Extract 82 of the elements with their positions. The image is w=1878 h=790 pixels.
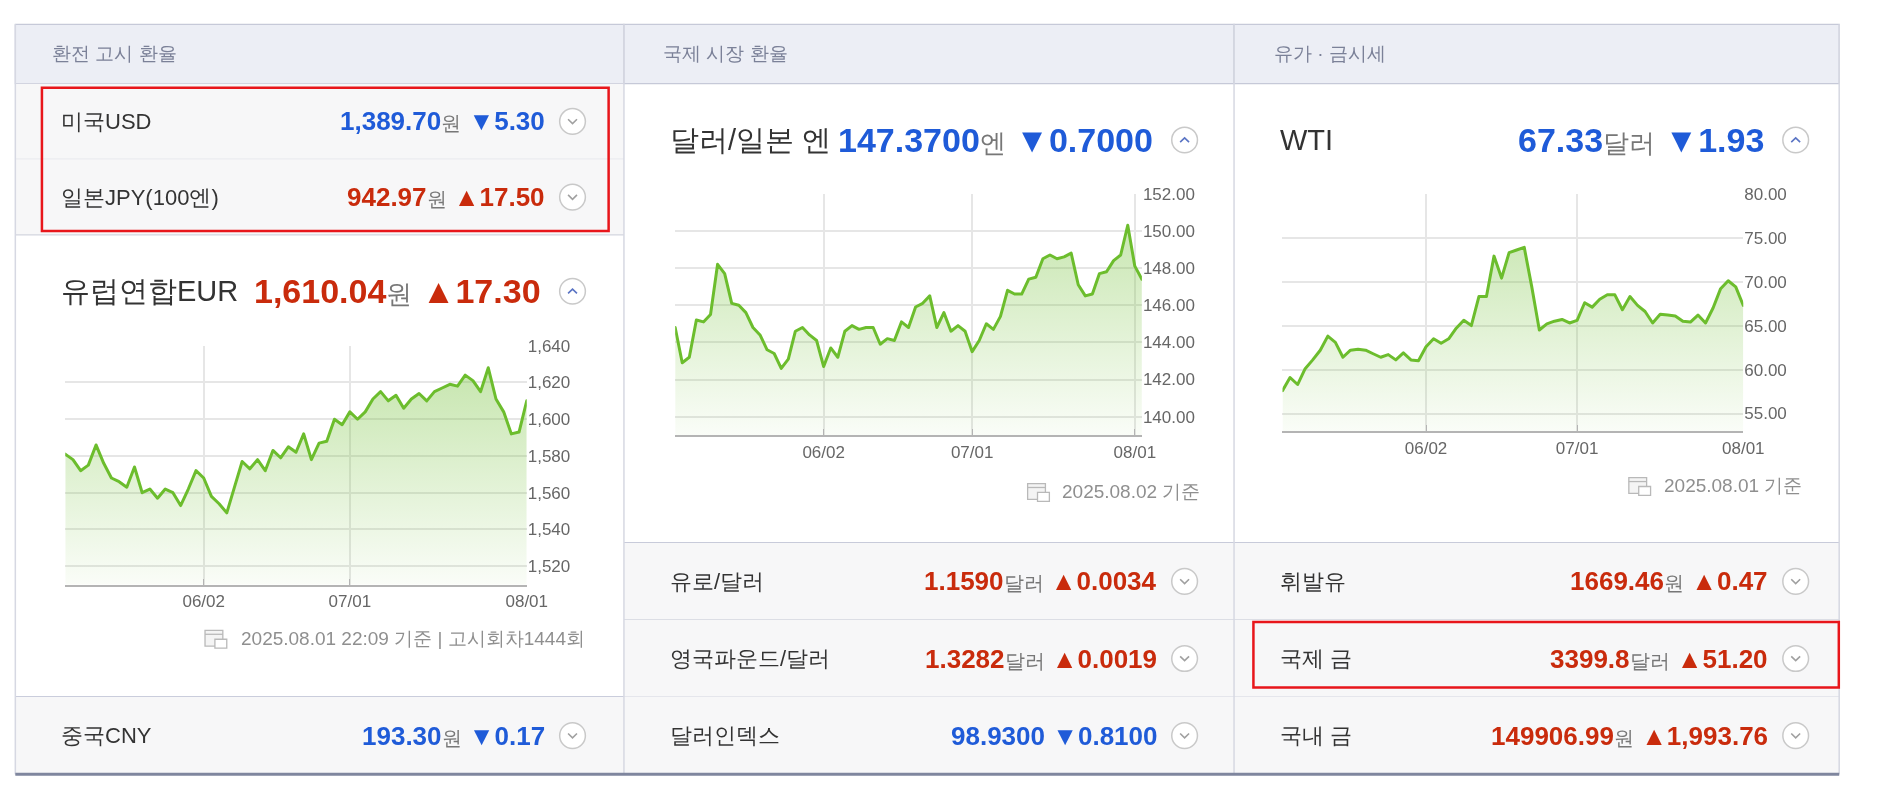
text: 3399.8 (1550, 644, 1630, 674)
text: 유로/달러 (670, 569, 765, 594)
text: 원 (1613, 727, 1634, 749)
y-tick-label: 1,620 (527, 373, 571, 393)
text: 미국USD (61, 109, 152, 134)
y-tick-label: 144.00 (1142, 333, 1195, 353)
text: 국제 금 (1280, 646, 1353, 671)
y-tick-label: 1,560 (527, 483, 571, 503)
text: 원 (426, 188, 447, 210)
y-tick-label: 1,600 (527, 410, 571, 430)
y-tick-label: 65.00 (1744, 316, 1787, 336)
x-tick-label: 06/02 (182, 591, 225, 611)
text: 67.33 (1518, 121, 1604, 159)
x-tick-label: 07/01 (950, 442, 994, 462)
text: ▲1,993.76 (1641, 721, 1769, 751)
x-tick-label: 08/01 (1113, 442, 1157, 462)
text: 유럽연합EUR (61, 275, 239, 307)
text: 98.9300 (951, 721, 1045, 751)
y-tick-label: 140.00 (1142, 407, 1195, 427)
text: ▲51.20 (1676, 644, 1768, 674)
text: 1669.46 (1570, 566, 1664, 596)
text: 영국파운드/달러 (670, 646, 831, 671)
text: 휘발유 (1280, 569, 1346, 594)
text: ▼0.7000 (1015, 121, 1153, 159)
text: 달러 (1603, 128, 1656, 158)
text: 달러 (1003, 572, 1044, 594)
y-tick-label: 75.00 (1744, 228, 1787, 248)
text: ▲17.30 (421, 272, 541, 310)
text: WTI (1280, 124, 1334, 156)
text: 일본JPY(100엔) (61, 185, 219, 210)
text: ▲0.47 (1691, 566, 1768, 596)
text: 193.30 (362, 721, 442, 751)
text: 2025.08.01 22:09 기준 | 고시회차1444회 (241, 628, 585, 649)
text: 원 (386, 279, 413, 309)
text: 원 (441, 727, 462, 749)
y-tick-label: 60.00 (1744, 360, 1787, 380)
text: ▲17.50 (453, 182, 545, 212)
text: 달러인덱스 (670, 723, 780, 748)
x-tick-label: 06/02 (802, 442, 845, 462)
text: 149906.99 (1491, 721, 1614, 751)
text: 942.97 (347, 182, 427, 212)
y-tick-label: 70.00 (1744, 272, 1787, 292)
text: 국제 시장 환율 (663, 43, 788, 64)
y-tick-label: 152.00 (1142, 184, 1195, 204)
text: ▼0.17 (468, 721, 546, 751)
y-tick-label: 55.00 (1744, 404, 1787, 424)
text: ▼1.93 (1664, 121, 1765, 159)
text: 달러 (1629, 650, 1670, 672)
text: 1,610.04 (254, 272, 387, 310)
text: ▼0.8100 (1052, 721, 1158, 751)
y-tick-label: 80.00 (1744, 184, 1787, 204)
text: 달러/일본 엔 (670, 124, 832, 156)
y-tick-label: 1,580 (527, 446, 571, 466)
x-tick-label: 06/02 (1404, 438, 1448, 458)
y-tick-label: 148.00 (1142, 258, 1195, 278)
text: 중국CNY (61, 723, 152, 748)
text: ▲0.0034 (1050, 566, 1157, 596)
text: 엔 (979, 128, 1006, 158)
text: 1.1590 (924, 566, 1004, 596)
text: ▼5.30 (468, 106, 545, 136)
x-tick-label: 08/01 (505, 591, 549, 611)
text: 2025.08.01 기준 (1664, 475, 1803, 496)
text: 유가 · 금시세 (1274, 43, 1386, 64)
text: 달러 (1004, 650, 1045, 672)
text: 원 (441, 112, 462, 134)
text: 원 (1663, 572, 1684, 594)
y-tick-label: 146.00 (1142, 296, 1195, 316)
text: 147.3700 (838, 121, 980, 159)
x-tick-label: 07/01 (1555, 438, 1599, 458)
y-tick-label: 142.00 (1142, 370, 1195, 390)
text: 국내 금 (1280, 723, 1353, 748)
y-tick-label: 1,520 (527, 557, 571, 577)
text: 1.3282 (925, 644, 1005, 674)
text: 2025.08.02 기준 (1062, 481, 1201, 502)
text: 1,389.70 (340, 106, 442, 136)
y-tick-label: 1,640 (527, 336, 571, 356)
y-tick-label: 1,540 (527, 520, 571, 540)
text: 환전 고시 환율 (52, 43, 177, 64)
text: ▲0.0019 (1051, 644, 1158, 674)
x-tick-label: 08/01 (1722, 438, 1765, 458)
y-tick-label: 150.00 (1142, 221, 1195, 241)
x-tick-label: 07/01 (328, 591, 372, 611)
